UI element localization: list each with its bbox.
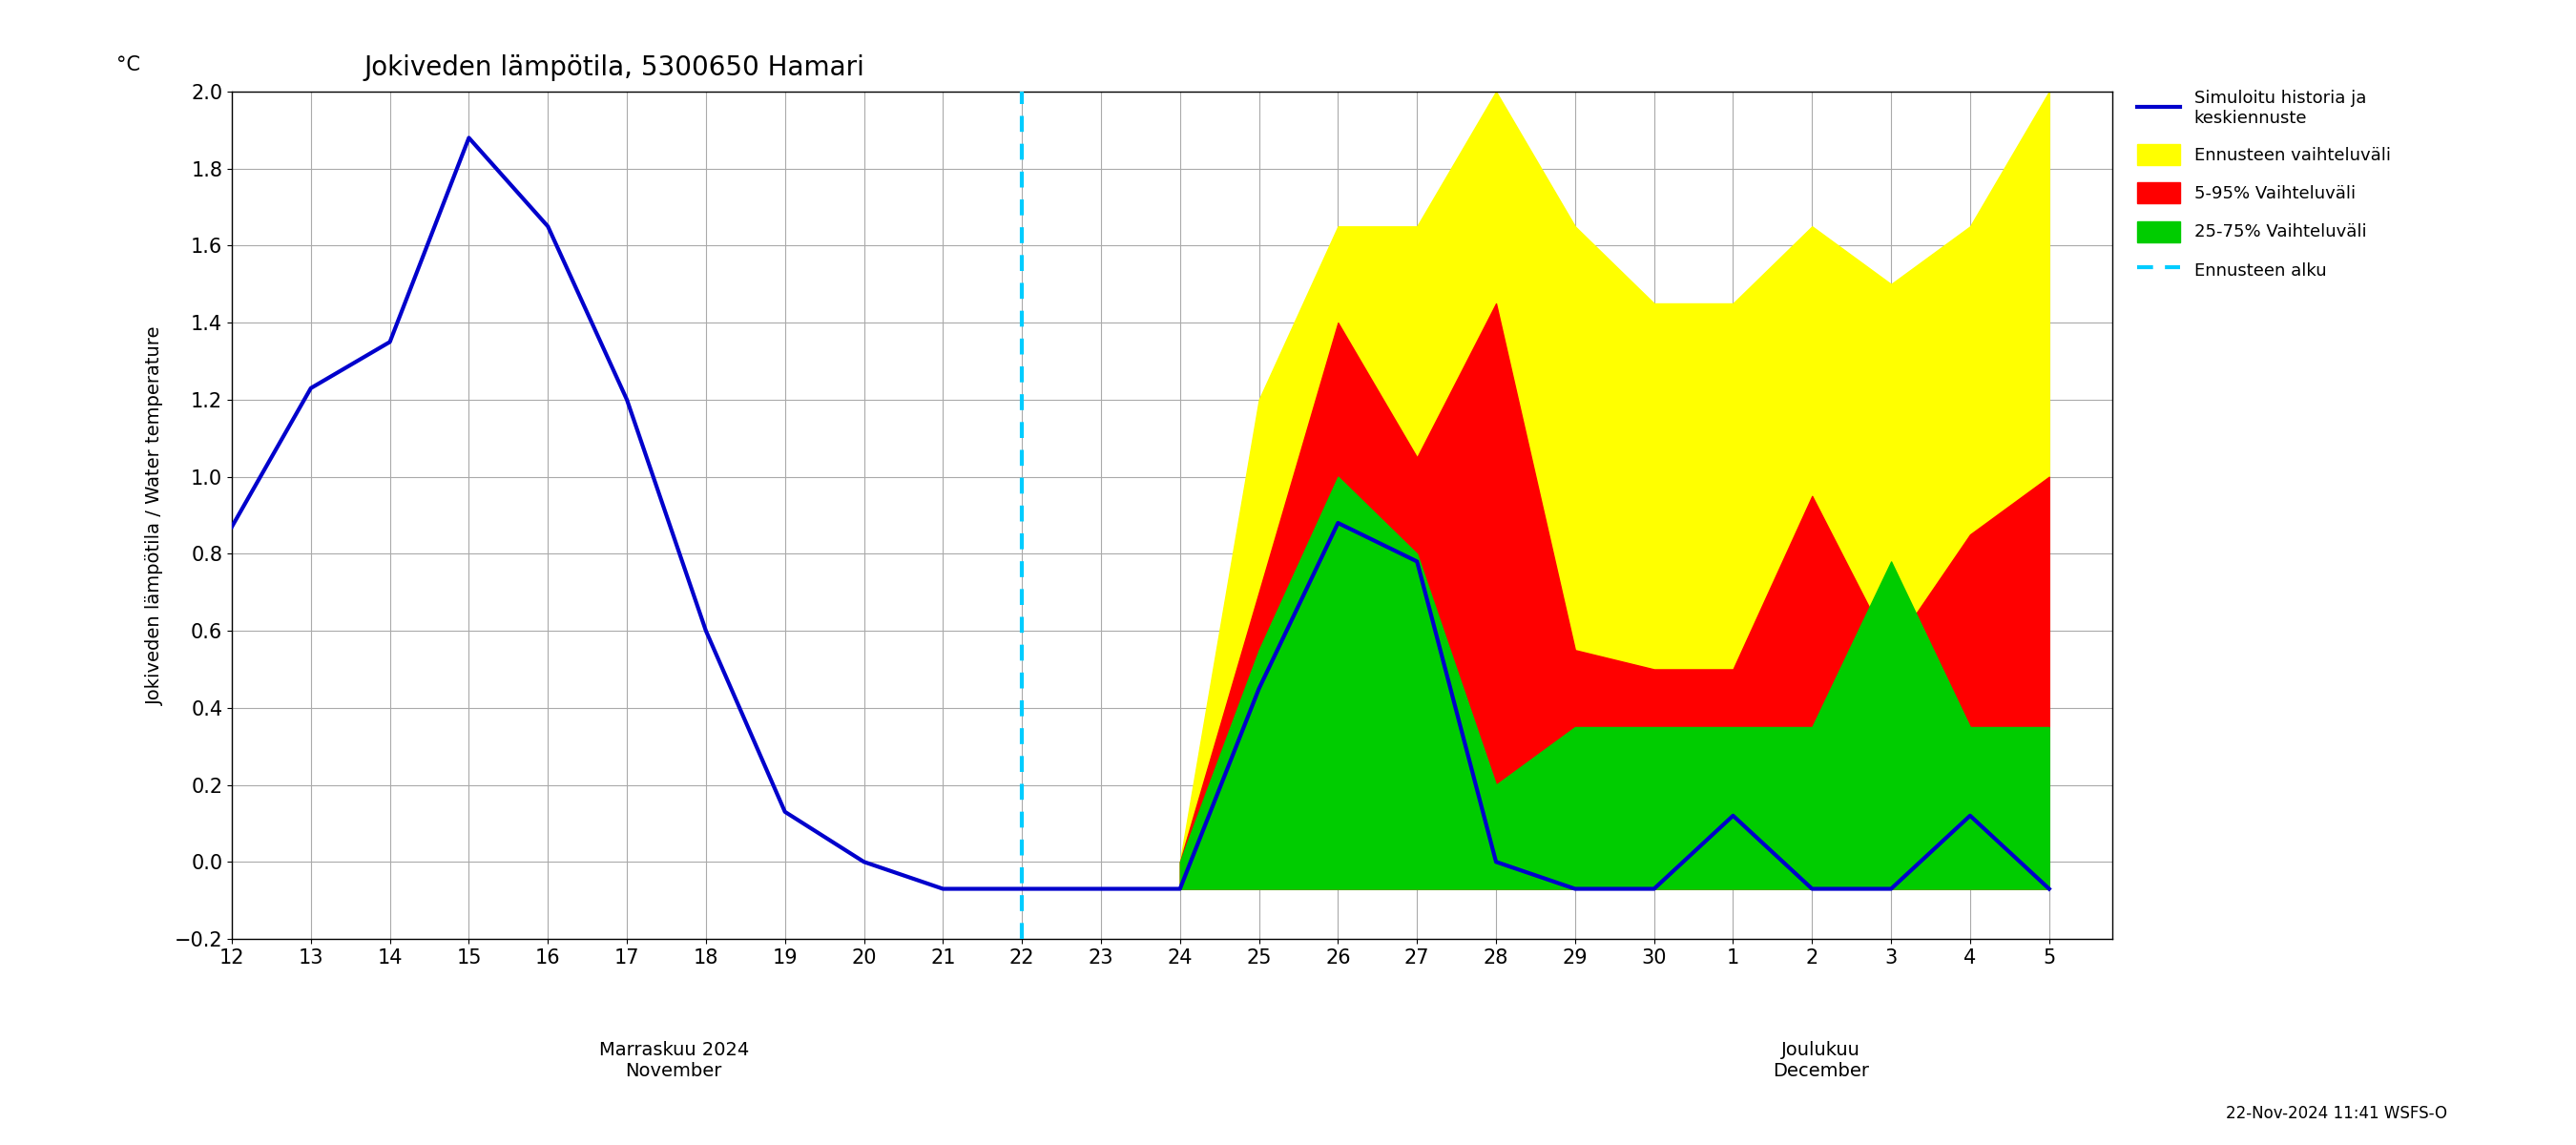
Text: Marraskuu 2024
November: Marraskuu 2024 November [598,1041,750,1080]
Y-axis label: Jokiveden lämpötila / Water temperature: Jokiveden lämpötila / Water temperature [144,325,165,705]
Text: 22-Nov-2024 11:41 WSFS-O: 22-Nov-2024 11:41 WSFS-O [2226,1105,2447,1122]
Legend: Simuloitu historia ja
keskiennuste, Ennusteen vaihteluväli, 5-95% Vaihteluväli, : Simuloitu historia ja keskiennuste, Ennu… [2130,84,2398,287]
Text: Jokiveden lämpötila, 5300650 Hamari: Jokiveden lämpötila, 5300650 Hamari [363,55,863,81]
Text: Joulukuu
December: Joulukuu December [1772,1041,1870,1080]
Text: °C: °C [116,56,139,74]
